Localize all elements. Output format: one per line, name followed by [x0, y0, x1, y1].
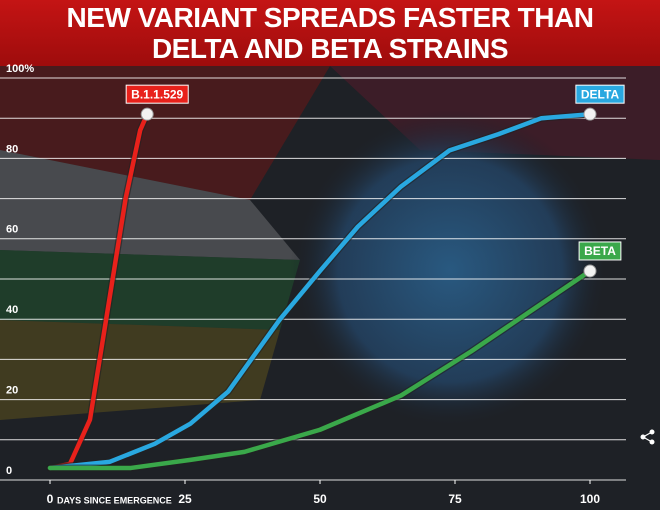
x-tick-label: 100 — [580, 492, 600, 506]
x-tick-label: 25 — [178, 492, 192, 506]
end-marker — [583, 264, 597, 278]
y-tick-label: 20 — [6, 385, 18, 397]
series-label-text: BETA — [584, 244, 616, 258]
end-marker — [140, 107, 154, 121]
y-tick-label: 60 — [6, 224, 18, 236]
y-tick-label: 80 — [6, 143, 18, 155]
y-tick-label: 40 — [6, 304, 18, 316]
y-tick-label: 0 — [6, 465, 12, 477]
share-icon[interactable] — [640, 429, 655, 445]
x-tick-label: 75 — [448, 492, 462, 506]
series-label-box — [125, 84, 189, 104]
y-tick-label: 100% — [6, 63, 34, 75]
end-marker — [583, 107, 597, 121]
x-tick-label: 50 — [313, 492, 327, 506]
series-label-text: DELTA — [581, 87, 620, 101]
title-banner — [0, 0, 660, 66]
series-line — [47, 268, 593, 471]
background-art — [0, 66, 660, 510]
series-label-text: B.1.1.529 — [131, 87, 183, 101]
chart-title: NEW VARIANT SPREADS FASTER THAN DELTA AN… — [66, 2, 594, 64]
x-tick-label: 0 — [47, 492, 54, 506]
series-label-box — [575, 84, 625, 104]
x-axis-label: DAYS SINCE EMERGENCE — [57, 495, 172, 505]
series-label: BETA — [578, 241, 622, 261]
series-line — [47, 111, 593, 471]
series-label: B.1.1.529 — [125, 84, 189, 104]
series-label-box — [578, 241, 622, 261]
series-label: DELTA — [575, 84, 625, 104]
